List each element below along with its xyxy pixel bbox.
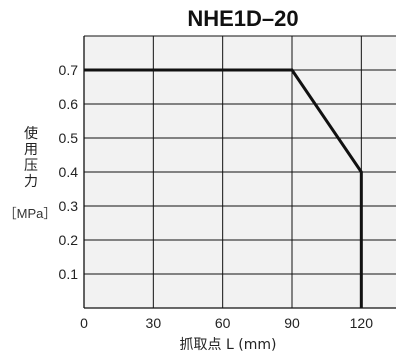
x-axis-label: 抓取点 L (mm) <box>180 337 277 353</box>
x-tick-label: 90 <box>284 315 300 331</box>
series-line <box>84 68 363 308</box>
y-tick-label: 0.1 <box>59 266 79 282</box>
x-tick-label: 0 <box>80 315 88 331</box>
plot-area <box>83 35 396 309</box>
y-axis-label-char: 压 <box>24 158 38 174</box>
x-tick-labels: 0 30 60 90 120 <box>80 315 373 331</box>
x-tick-label: 60 <box>215 315 231 331</box>
y-tick-labels: 0.7 0.6 0.5 0.4 0.3 0.2 0.1 <box>59 62 79 282</box>
y-tick-label: 0.4 <box>59 164 79 180</box>
x-tick-label: 30 <box>146 315 162 331</box>
y-tick-label: 0.2 <box>59 232 79 248</box>
y-tick-label: 0.5 <box>59 130 79 146</box>
y-tick-label: 0.3 <box>59 198 79 214</box>
series-layer <box>84 68 363 308</box>
x-tick-label: 120 <box>350 315 374 331</box>
chart-title: NHE1D–20 <box>187 6 298 31</box>
y-axis-label-char: 用 <box>24 142 38 158</box>
y-axis-label-char: 使 <box>24 125 38 142</box>
y-tick-label: 0.6 <box>59 96 79 112</box>
y-axis-label-char: 力 <box>24 174 38 190</box>
y-tick-label: 0.7 <box>59 62 79 78</box>
y-axis-unit: ［MPa］ <box>4 206 57 221</box>
